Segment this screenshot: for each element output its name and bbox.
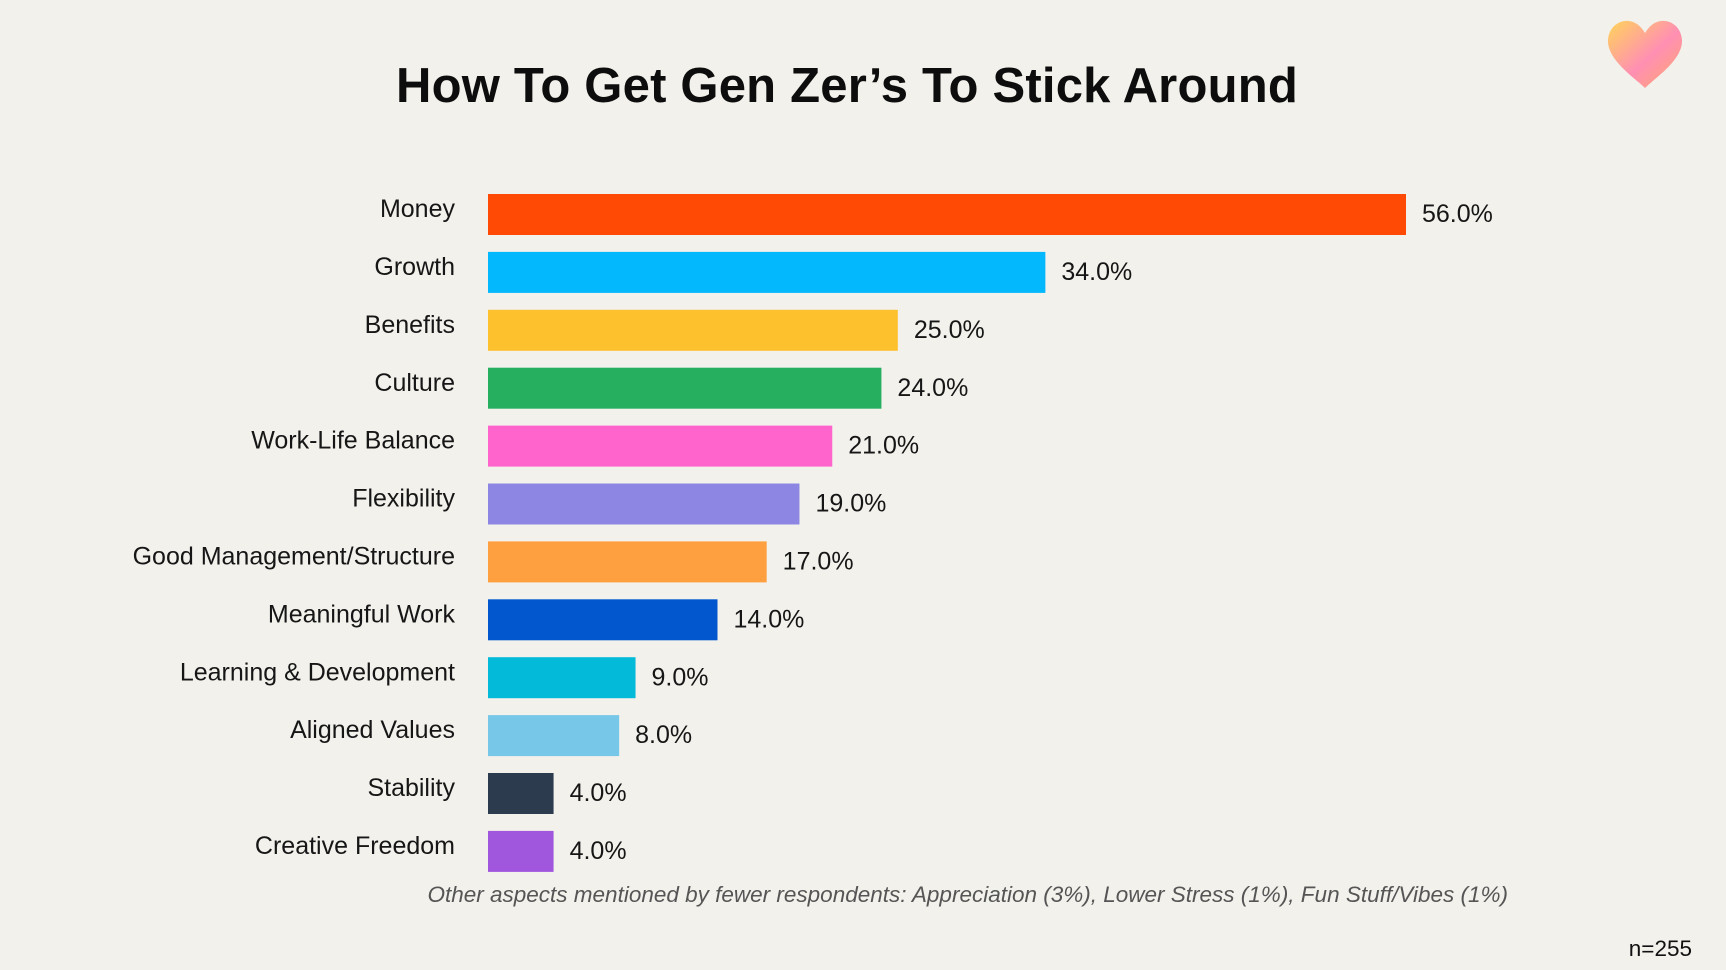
category-label-meaningful-work: Meaningful Work: [268, 600, 456, 628]
category-label-aligned-values: Aligned Values: [290, 716, 455, 744]
value-label-stability: 4.0%: [570, 779, 627, 807]
category-label-stability: Stability: [367, 774, 455, 802]
footnote-other-aspects: Other aspects mentioned by fewer respond…: [427, 882, 1508, 907]
bar-meaningful-work: [488, 599, 718, 641]
value-label-money: 56.0%: [1422, 200, 1493, 228]
value-label-work-life-balance: 21.0%: [848, 432, 919, 460]
bar-flexibility: [488, 483, 800, 525]
bar-stability: [488, 773, 554, 814]
sample-size: n=255: [1628, 936, 1692, 961]
bar-growth: [488, 251, 1046, 293]
bar-creative-freedom: [488, 830, 554, 872]
bar-learning-and-development: [488, 657, 636, 699]
category-label-good-management-structure: Good Management/Structure: [133, 543, 455, 571]
category-label-flexibility: Flexibility: [352, 485, 455, 513]
category-label-learning-and-development: Learning & Development: [180, 658, 455, 686]
value-label-benefits: 25.0%: [914, 316, 985, 344]
value-label-creative-freedom: 4.0%: [570, 837, 627, 865]
value-label-flexibility: 19.0%: [815, 490, 886, 518]
value-label-culture: 24.0%: [897, 374, 968, 402]
bar-aligned-values: [488, 715, 620, 757]
category-label-money: Money: [380, 195, 456, 223]
heart-logo-icon: [1607, 20, 1683, 88]
bar-money: [488, 194, 1406, 235]
value-label-good-management-structure: 17.0%: [783, 548, 854, 576]
category-label-culture: Culture: [374, 369, 455, 397]
bar-good-management-structure: [488, 541, 767, 583]
value-label-growth: 34.0%: [1061, 258, 1132, 286]
bar-culture: [488, 367, 882, 409]
category-label-creative-freedom: Creative Freedom: [255, 832, 455, 860]
value-label-learning-and-development: 9.0%: [652, 663, 709, 691]
category-label-growth: Growth: [374, 253, 455, 281]
value-label-meaningful-work: 14.0%: [734, 605, 805, 633]
bar-work-life-balance: [488, 425, 833, 467]
value-label-aligned-values: 8.0%: [635, 721, 692, 749]
category-label-work-life-balance: Work-Life Balance: [251, 427, 455, 455]
chart-title: How To Get Gen Zer’s To Stick Around: [396, 59, 1298, 113]
category-label-benefits: Benefits: [365, 311, 455, 339]
bar-benefits: [488, 309, 898, 351]
